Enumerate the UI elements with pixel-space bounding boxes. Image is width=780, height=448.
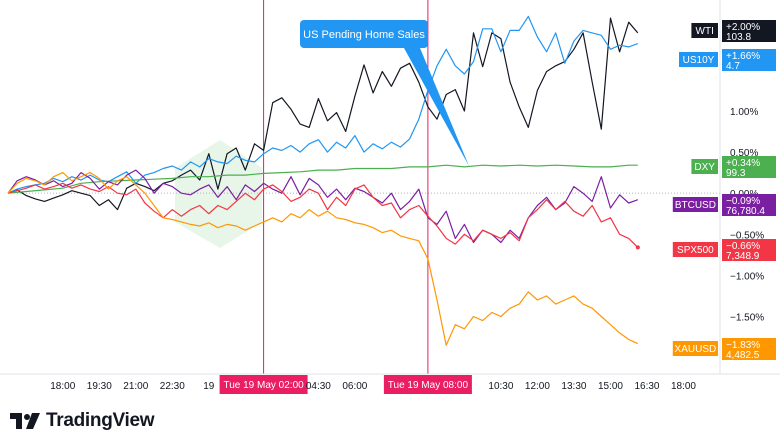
- x-tick-label: 21:00: [123, 381, 148, 392]
- x-tick-label: 18:00: [671, 381, 696, 392]
- series-line-xauusd: [7, 172, 639, 346]
- series-name-dxy: DXY: [694, 162, 715, 173]
- series-line-dxy: [7, 164, 638, 194]
- series-value-box-xauusd: [722, 338, 776, 360]
- x-tick-label: 18:00: [50, 381, 75, 392]
- series-name-tag-wti: [691, 23, 718, 38]
- series-layer: [7, 15, 640, 346]
- x-tick-label: 19:30: [87, 381, 112, 392]
- tradingview-logo-icon: [10, 413, 40, 429]
- x-tick-label: 06:00: [342, 381, 367, 392]
- series-line-wti: [7, 17, 639, 211]
- series-change-dxy: +0.34%: [726, 158, 760, 169]
- event-time-label: Tue 19 May 08:00: [388, 380, 469, 391]
- x-tick-label: 12:00: [525, 381, 550, 392]
- series-name-tag-dxy: [691, 159, 718, 174]
- series-line-spx500: [7, 182, 639, 248]
- series-last-spx500: 7,348.9: [726, 251, 760, 262]
- series-value-box-btcusd: [722, 194, 776, 216]
- series-line-us10y: [7, 15, 639, 194]
- series-change-us10y: +1.66%: [726, 51, 760, 62]
- series-value-box-wti: [722, 20, 776, 42]
- annotation-box: [300, 20, 428, 48]
- series-name-xauusd: XAUUSD: [675, 344, 717, 355]
- series-change-btcusd: −0.09%: [726, 196, 760, 207]
- series-name-wti: WTI: [696, 26, 714, 37]
- x-tick-label: 22:30: [160, 381, 185, 392]
- y-tick-label: −1.50%: [730, 312, 764, 323]
- x-tick-label: 04:30: [306, 381, 331, 392]
- series-labels: WTI +2.00%103.8 US10Y +1.66%4.7 DXY +0.34%99.…: [672, 20, 776, 361]
- series-endpoint-spx500: [635, 245, 640, 250]
- annotation-pointer: [404, 48, 469, 167]
- event-lines: Tue 19 May 02:00 Tue 19 May 08:00: [219, 0, 472, 394]
- series-name-tag-btcusd: [672, 197, 718, 212]
- series-last-us10y: 4.7: [726, 61, 740, 72]
- y-tick-label: 1.00%: [730, 107, 758, 118]
- x-tick-label: 19: [203, 381, 215, 392]
- x-tick-label: 10:30: [488, 381, 513, 392]
- series-value-box-us10y: [722, 49, 776, 71]
- axis-layer: 1.00%0.50%0.00%−0.50%−1.00%−1.50%18:0019…: [0, 0, 780, 392]
- y-tick-label: −1.00%: [730, 271, 764, 282]
- series-name-us10y: US10Y: [683, 55, 715, 66]
- annotation-layer: US Pending Home Sales: [300, 20, 469, 167]
- event-time-badge: [219, 375, 308, 394]
- event-time-badge: [383, 375, 472, 394]
- series-last-dxy: 99.3: [726, 168, 746, 179]
- series-value-box-dxy: [722, 156, 776, 178]
- series-name-tag-spx500: [672, 242, 718, 257]
- series-name-btcusd: BTCUSD: [675, 200, 716, 211]
- event-time-label: Tue 19 May 02:00: [223, 380, 304, 391]
- series-change-spx500: −0.66%: [726, 241, 760, 252]
- series-last-btcusd: 76,780.4: [726, 206, 765, 217]
- series-line-btcusd: [7, 169, 639, 244]
- series-last-xauusd: 4,482.5: [726, 350, 760, 361]
- series-name-spx500: SPX500: [677, 245, 714, 256]
- series-change-wti: +2.00%: [726, 22, 760, 33]
- y-tick-label: −0.50%: [730, 230, 764, 241]
- watermark-logo: [175, 140, 262, 248]
- tradingview-brand: TradingView: [10, 410, 155, 432]
- tradingview-wordmark: TradingView: [46, 410, 155, 431]
- x-tick-label: 13:30: [561, 381, 586, 392]
- y-tick-label: 0.50%: [730, 148, 758, 159]
- series-value-box-spx500: [722, 239, 776, 261]
- series-last-wti: 103.8: [726, 32, 751, 43]
- x-tick-label: 16:30: [634, 381, 659, 392]
- x-tick-label: 15:00: [598, 381, 623, 392]
- annotation-text: US Pending Home Sales: [303, 29, 425, 41]
- series-name-tag-us10y: [679, 52, 718, 67]
- series-name-tag-xauusd: [672, 341, 718, 356]
- series-change-xauusd: −1.83%: [726, 340, 760, 351]
